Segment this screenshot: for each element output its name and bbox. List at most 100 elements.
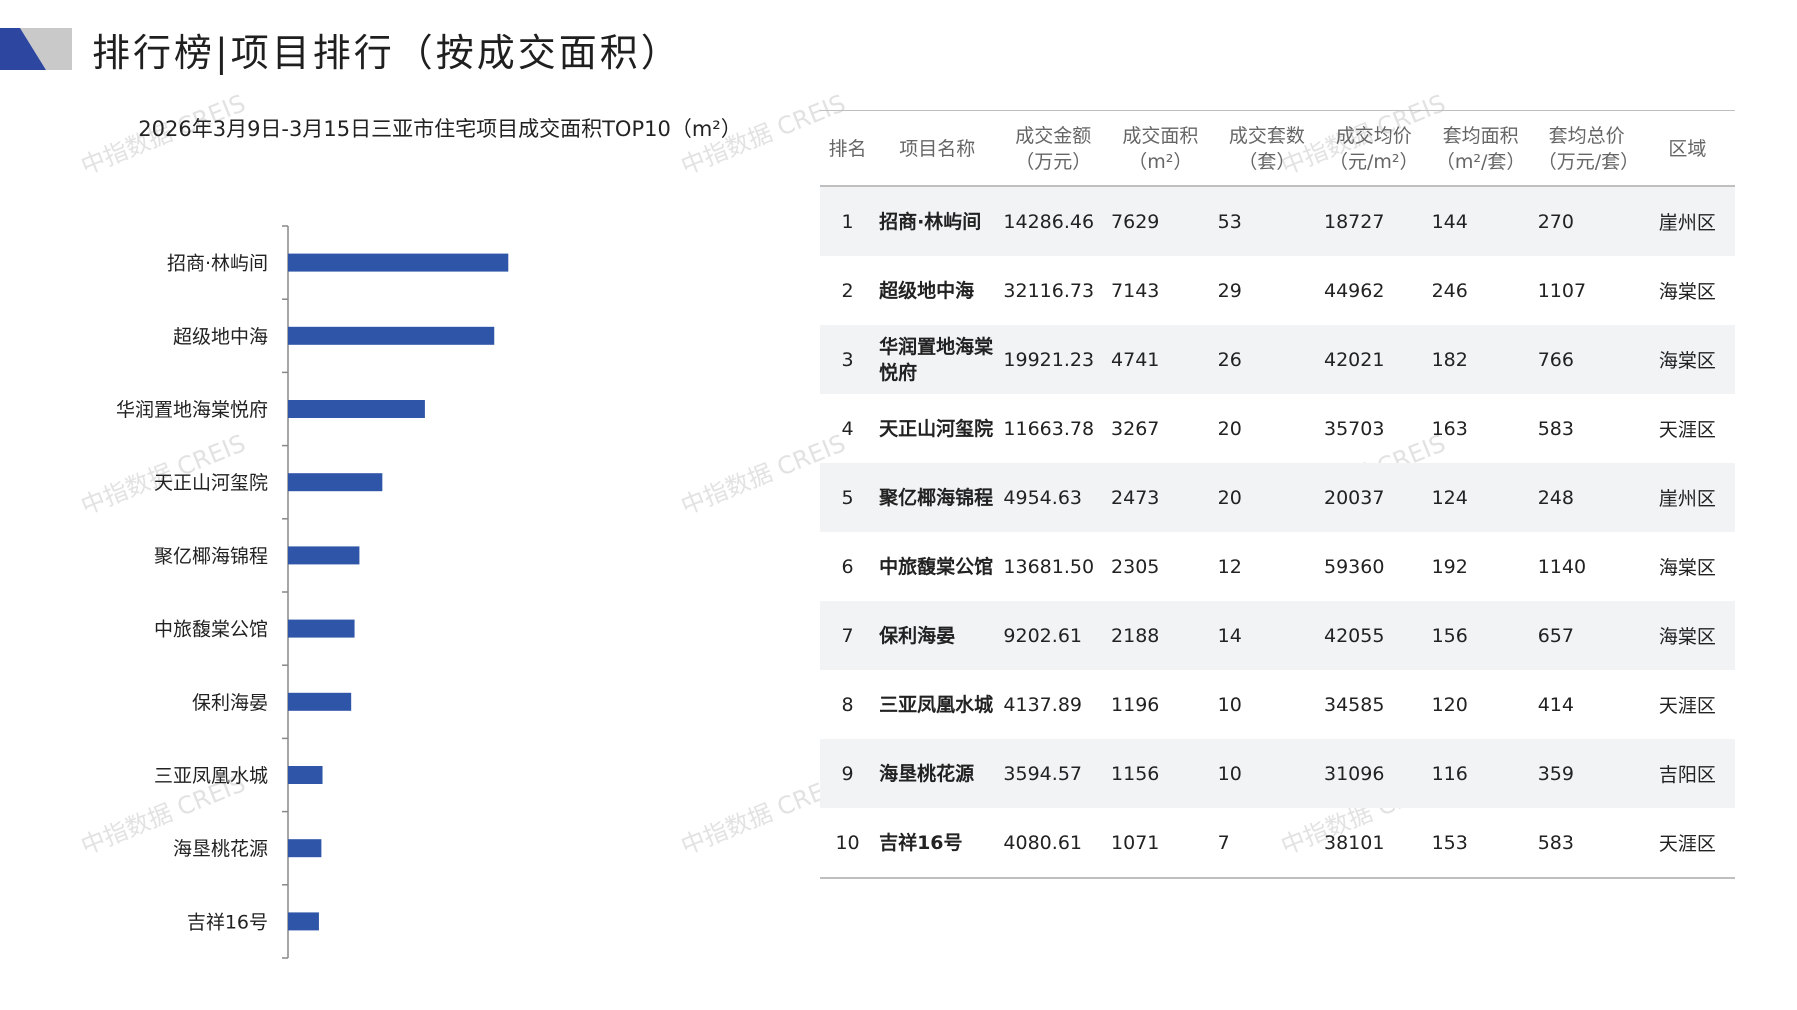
bar: [288, 839, 322, 858]
table-cell: 4954.63: [999, 463, 1108, 532]
category-label: 天正山河玺院: [154, 472, 268, 494]
table-cell: 4137.89: [1003, 693, 1082, 716]
table-cell: 海棠区: [1639, 325, 1735, 394]
table-cell: 583: [1533, 808, 1640, 879]
bar: [288, 326, 495, 345]
table-header-cell: 成交均价 （元/m²）: [1319, 110, 1428, 187]
table-cell: 2188: [1107, 601, 1214, 670]
table-cell: 44962: [1323, 279, 1385, 302]
bar-chart: 招商·林屿间超级地中海华润置地海棠悦府天正山河玺院聚亿椰海锦程中旅馥棠公馆保利海…: [116, 225, 509, 959]
table-cell: 8: [841, 693, 854, 716]
table-row: 10 吉祥16号 4080.61 1071 7 38101 153 583 天涯区: [820, 808, 1735, 879]
header-text: 排名: [828, 138, 867, 160]
header-text: 成交套数: [1228, 125, 1305, 147]
table-cell: 3: [820, 325, 876, 394]
table-cell: 31096: [1319, 739, 1428, 808]
logo-light-shape: [20, 28, 72, 70]
header-text: 成交均价: [1335, 125, 1412, 147]
table-row: 1 招商·林屿间 14286.46 7629 53 18727 144 270 崖州区: [820, 186, 1735, 256]
table-cell: 359: [1533, 739, 1640, 808]
table-cell: 7: [1213, 808, 1320, 879]
table-cell: 华润置地海棠悦府: [875, 325, 1000, 394]
table-cell: 海棠区: [1658, 281, 1716, 303]
header-text: （m²）: [1128, 151, 1193, 173]
table-row: 3 华润置地海棠悦府 19921.23 4741 26 42021 182 766 海棠区: [820, 325, 1735, 394]
table-cell: 1: [820, 186, 876, 256]
table-cell: 14286.46: [999, 186, 1108, 256]
header-text: （m²/套）: [1435, 151, 1526, 173]
table-cell: 11663.78: [1003, 417, 1095, 440]
table-cell: 42055: [1319, 601, 1428, 670]
chart-title: 2026年3月9日-3月15日三亚市住宅项目成交面积TOP10（m²）: [138, 117, 742, 141]
table-cell: 13681.50: [1003, 555, 1095, 578]
header-text: 成交金额: [1015, 125, 1092, 147]
table-row: 7 保利海晏 9202.61 2188 14 42055 156 657 海棠区: [820, 601, 1735, 670]
table-cell: 崖州区: [1639, 463, 1735, 532]
table-cell: 崖州区: [1639, 186, 1735, 256]
table-cell: 2473: [1107, 463, 1214, 532]
table-header-cell: 套均面积 （m²/套）: [1427, 110, 1534, 187]
table-cell: 4741: [1107, 325, 1214, 394]
table-cell: 29: [1217, 279, 1242, 302]
table-cell: 天涯区: [1658, 695, 1716, 717]
table-cell: 35703: [1323, 417, 1385, 440]
table-cell: 中旅馥棠公馆: [879, 555, 994, 578]
table-cell: 吉祥16号: [875, 808, 1000, 879]
category-label: 聚亿椰海锦程: [154, 545, 268, 567]
table-cell: 414: [1537, 693, 1574, 716]
brand-logo-icon: [0, 28, 72, 70]
header-text: （万元）: [1015, 151, 1092, 173]
bar: [288, 253, 509, 272]
table-cell: 2: [841, 279, 854, 302]
table-cell: 9202.61: [999, 601, 1108, 670]
table-row: 6 中旅馥棠公馆 13681.50 2305 12 59360 192 1140 海棠区: [820, 532, 1735, 601]
table-header-cell: 排名: [820, 110, 876, 187]
table-cell: 156: [1427, 601, 1534, 670]
table-cell: 7: [820, 601, 876, 670]
header-text: （套）: [1238, 151, 1296, 173]
table-cell: 10: [1213, 739, 1320, 808]
table-cell: 163: [1431, 417, 1468, 440]
table-body: 1 招商·林屿间 14286.46 7629 53 18727 144 270 崖州区 2 超级地中…: [820, 186, 1735, 879]
table-cell: 6: [841, 555, 854, 578]
bar: [288, 473, 383, 492]
table-cell: 超级地中海: [879, 279, 975, 302]
table-cell: 海垦桃花源: [875, 739, 1000, 808]
category-label: 保利海晏: [192, 692, 268, 714]
bar: [288, 546, 360, 565]
table-cell: 1107: [1537, 279, 1587, 302]
table-cell: 18727: [1319, 186, 1428, 256]
table-header-cell: 套均总价 （万元/套）: [1533, 110, 1640, 187]
table-cell: 1156: [1107, 739, 1214, 808]
table-cell: 天涯区: [1658, 419, 1716, 441]
table-cell: 天正山河玺院: [879, 417, 994, 440]
bar: [288, 692, 352, 711]
table-row: 5 聚亿椰海锦程 4954.63 2473 20 20037 124 248 崖州区: [820, 463, 1735, 532]
table-cell: 2305: [1111, 555, 1160, 578]
table-cell: 3267: [1111, 417, 1160, 440]
table-row: 2 超级地中海 32116.73 7143 29 44962 246 1107 海棠区: [820, 256, 1735, 325]
table-header-cell: 成交面积 （m²）: [1107, 110, 1214, 187]
table-cell: 19921.23: [999, 325, 1108, 394]
category-label: 超级地中海: [173, 326, 268, 348]
table-cell: 248: [1533, 463, 1640, 532]
table-cell: 5: [820, 463, 876, 532]
table-cell: 天涯区: [1639, 808, 1735, 879]
logo-dark-shape: [0, 28, 46, 70]
table-header-cell: 项目名称: [875, 110, 1000, 187]
table-cell: 192: [1431, 555, 1468, 578]
header-text: （元/m²）: [1329, 151, 1419, 173]
table-cell: 26: [1213, 325, 1320, 394]
table-cell: 海棠区: [1639, 601, 1735, 670]
table-cell: 657: [1533, 601, 1640, 670]
table-header-row: 排名 项目名称 成交金额 （万元） 成交面积 （m²） 成交套数 （套） 成交均价 （元/m²） 套…: [820, 110, 1735, 187]
table-cell: 583: [1537, 417, 1574, 440]
table-cell: 144: [1427, 186, 1534, 256]
table-cell: 32116.73: [1003, 279, 1095, 302]
table-row: 8 三亚凤凰水城 4137.89 1196 10 34585 120 414 天涯区: [820, 670, 1735, 739]
table-cell: 270: [1533, 186, 1640, 256]
table-cell: 4080.61: [999, 808, 1108, 879]
bar: [288, 766, 323, 784]
table-cell: 20: [1213, 463, 1320, 532]
table-row: 9 海垦桃花源 3594.57 1156 10 31096 116 359 吉阳区: [820, 739, 1735, 808]
